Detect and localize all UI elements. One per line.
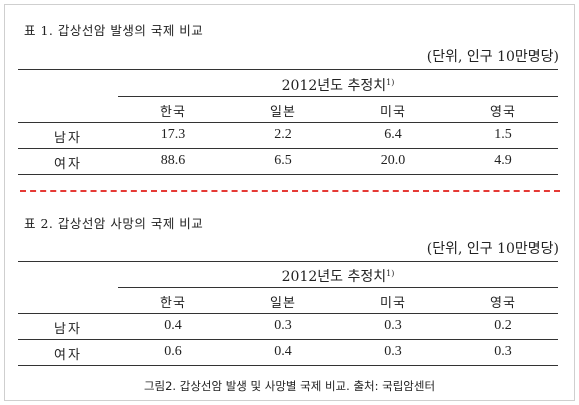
table-cell: 0.4: [164, 318, 182, 333]
table2-row-rule: [18, 339, 558, 340]
table-cell: 0.2: [494, 318, 512, 333]
table1-estimate-header: 2012년도 추정치1): [118, 75, 558, 95]
table-cell: 20.0: [380, 153, 406, 168]
table-cell: 1.5: [494, 127, 512, 142]
table2-unit: (단위, 인구 10만명당): [426, 241, 559, 257]
table-cell: 0.3: [494, 344, 512, 359]
table1-caption: 표 1. 갑상선암 발생의 국제 비교: [24, 23, 204, 38]
table-cell: 0.3: [274, 318, 292, 333]
figure-caption: 그림2. 갑상선암 발생 및 사망별 국제 비교. 출처: 국립암센터: [143, 379, 436, 393]
image-frame: [4, 4, 575, 401]
table1-header-rule: [18, 122, 558, 123]
table2-top-rule: [18, 261, 558, 262]
table-cell: 0.3: [384, 344, 402, 359]
table1-sub-rule: [118, 96, 558, 97]
table2-footnote-mark: 1): [386, 269, 395, 278]
table-cell: 0.3: [384, 318, 402, 333]
table1-col-uk: 영국: [490, 105, 516, 120]
row-label-female: 여자: [54, 157, 82, 172]
table1-estimate-label: 2012년도 추정치: [281, 78, 387, 94]
row-label-female: 여자: [54, 348, 82, 363]
section-divider: [20, 190, 560, 192]
table2-col-uk: 영국: [490, 296, 516, 311]
table2-estimate-label: 2012년도 추정치: [281, 269, 387, 285]
table2-caption: 표 2. 갑상선암 사망의 국제 비교: [24, 216, 204, 231]
table1-footnote-mark: 1): [386, 78, 395, 87]
table-cell: 88.6: [160, 153, 186, 168]
table-cell: 4.9: [494, 153, 512, 168]
table-cell: 0.6: [164, 344, 182, 359]
table2-col-usa: 미국: [380, 296, 406, 311]
table2-sub-rule: [118, 287, 558, 288]
table1-top-rule: [18, 69, 558, 70]
table2-col-korea: 한국: [160, 296, 186, 311]
row-label-male: 남자: [54, 322, 82, 337]
table-cell: 17.3: [160, 127, 186, 142]
table1-col-korea: 한국: [160, 105, 186, 120]
table2-estimate-header: 2012년도 추정치1): [118, 266, 558, 286]
table-cell: 6.5: [274, 153, 292, 168]
table-cell: 6.4: [384, 127, 402, 142]
table2-bottom-rule: [18, 365, 558, 366]
table2-col-japan: 일본: [270, 296, 296, 311]
table1-bottom-rule: [18, 174, 558, 175]
table2-header-rule: [18, 313, 558, 314]
row-label-male: 남자: [54, 131, 82, 146]
table1-row-rule: [18, 148, 558, 149]
table1-col-usa: 미국: [380, 105, 406, 120]
table-cell: 2.2: [274, 127, 292, 142]
table-cell: 0.4: [274, 344, 292, 359]
table1-col-japan: 일본: [270, 105, 296, 120]
table1-unit: (단위, 인구 10만명당): [426, 49, 559, 65]
